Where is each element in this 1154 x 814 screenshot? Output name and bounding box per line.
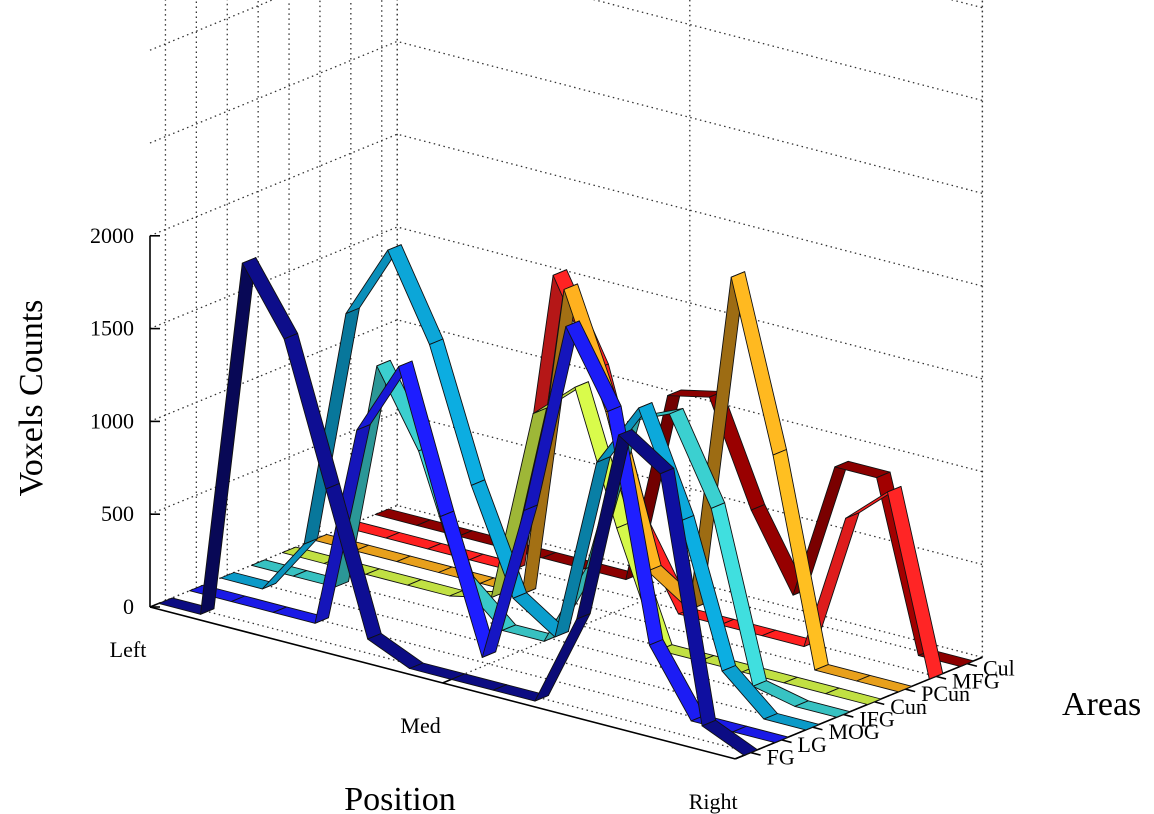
z-tick-label: 2000 bbox=[90, 223, 134, 248]
grid-line bbox=[950, 0, 983, 9]
label-layer: 0500100015002000LeftMedRightFGLGMOGIFGCu… bbox=[90, 223, 1015, 814]
ribbon-segment bbox=[200, 257, 257, 615]
y-tick bbox=[935, 675, 947, 680]
y-tick-label: Cun bbox=[890, 694, 927, 719]
y-tick-label: MOG bbox=[828, 719, 879, 744]
ribbon-segment bbox=[732, 725, 789, 744]
x-axis-title: Position bbox=[344, 781, 455, 814]
ribbon-segment bbox=[825, 687, 882, 705]
y-tick bbox=[874, 700, 885, 706]
grid-line bbox=[149, 133, 983, 287]
ribbon-segment bbox=[794, 700, 851, 718]
y-tick bbox=[843, 713, 854, 718]
ribbon-segment bbox=[887, 485, 944, 680]
z-axis-title: Voxels Counts bbox=[13, 300, 50, 497]
x-tick-label: Right bbox=[689, 789, 738, 814]
x-tick-label: Left bbox=[110, 637, 147, 662]
grid-line bbox=[149, 226, 983, 380]
ribbon-segment bbox=[730, 271, 787, 456]
z-tick-label: 0 bbox=[123, 594, 134, 619]
y-axis-title: Areas bbox=[1062, 686, 1141, 723]
y-tick bbox=[781, 739, 792, 744]
ribbon-fg bbox=[158, 257, 758, 756]
grid-line bbox=[149, 411, 983, 566]
grid-line bbox=[149, 504, 983, 658]
y-tick-label: Cul bbox=[983, 656, 1015, 681]
y-tick-label: FG bbox=[767, 745, 795, 770]
ribbon-segment bbox=[367, 633, 424, 669]
z-tick-label: 1500 bbox=[90, 316, 134, 341]
grid-line bbox=[149, 0, 983, 102]
y-tick bbox=[750, 751, 761, 756]
x-tick-label: Med bbox=[400, 713, 440, 738]
z-tick-label: 1000 bbox=[90, 408, 134, 433]
grid-line bbox=[149, 319, 983, 473]
y-tick bbox=[812, 726, 823, 731]
ribbon-layer bbox=[158, 244, 975, 756]
y-tick bbox=[966, 662, 978, 668]
y-tick-label: IFG bbox=[859, 706, 895, 731]
y-tick-label: MFG bbox=[952, 668, 1000, 693]
grid-line bbox=[165, 600, 751, 754]
y-tick bbox=[904, 688, 916, 693]
y-tick-label: PCun bbox=[921, 681, 970, 706]
y-tick-label: LG bbox=[798, 732, 827, 757]
ribbon-segment bbox=[763, 713, 820, 731]
ribbon-segment bbox=[387, 244, 444, 346]
ribbon-segment bbox=[701, 719, 758, 756]
z-tick-label: 500 bbox=[101, 501, 134, 526]
ribbon-segment bbox=[856, 674, 913, 693]
grid-line bbox=[149, 40, 983, 194]
